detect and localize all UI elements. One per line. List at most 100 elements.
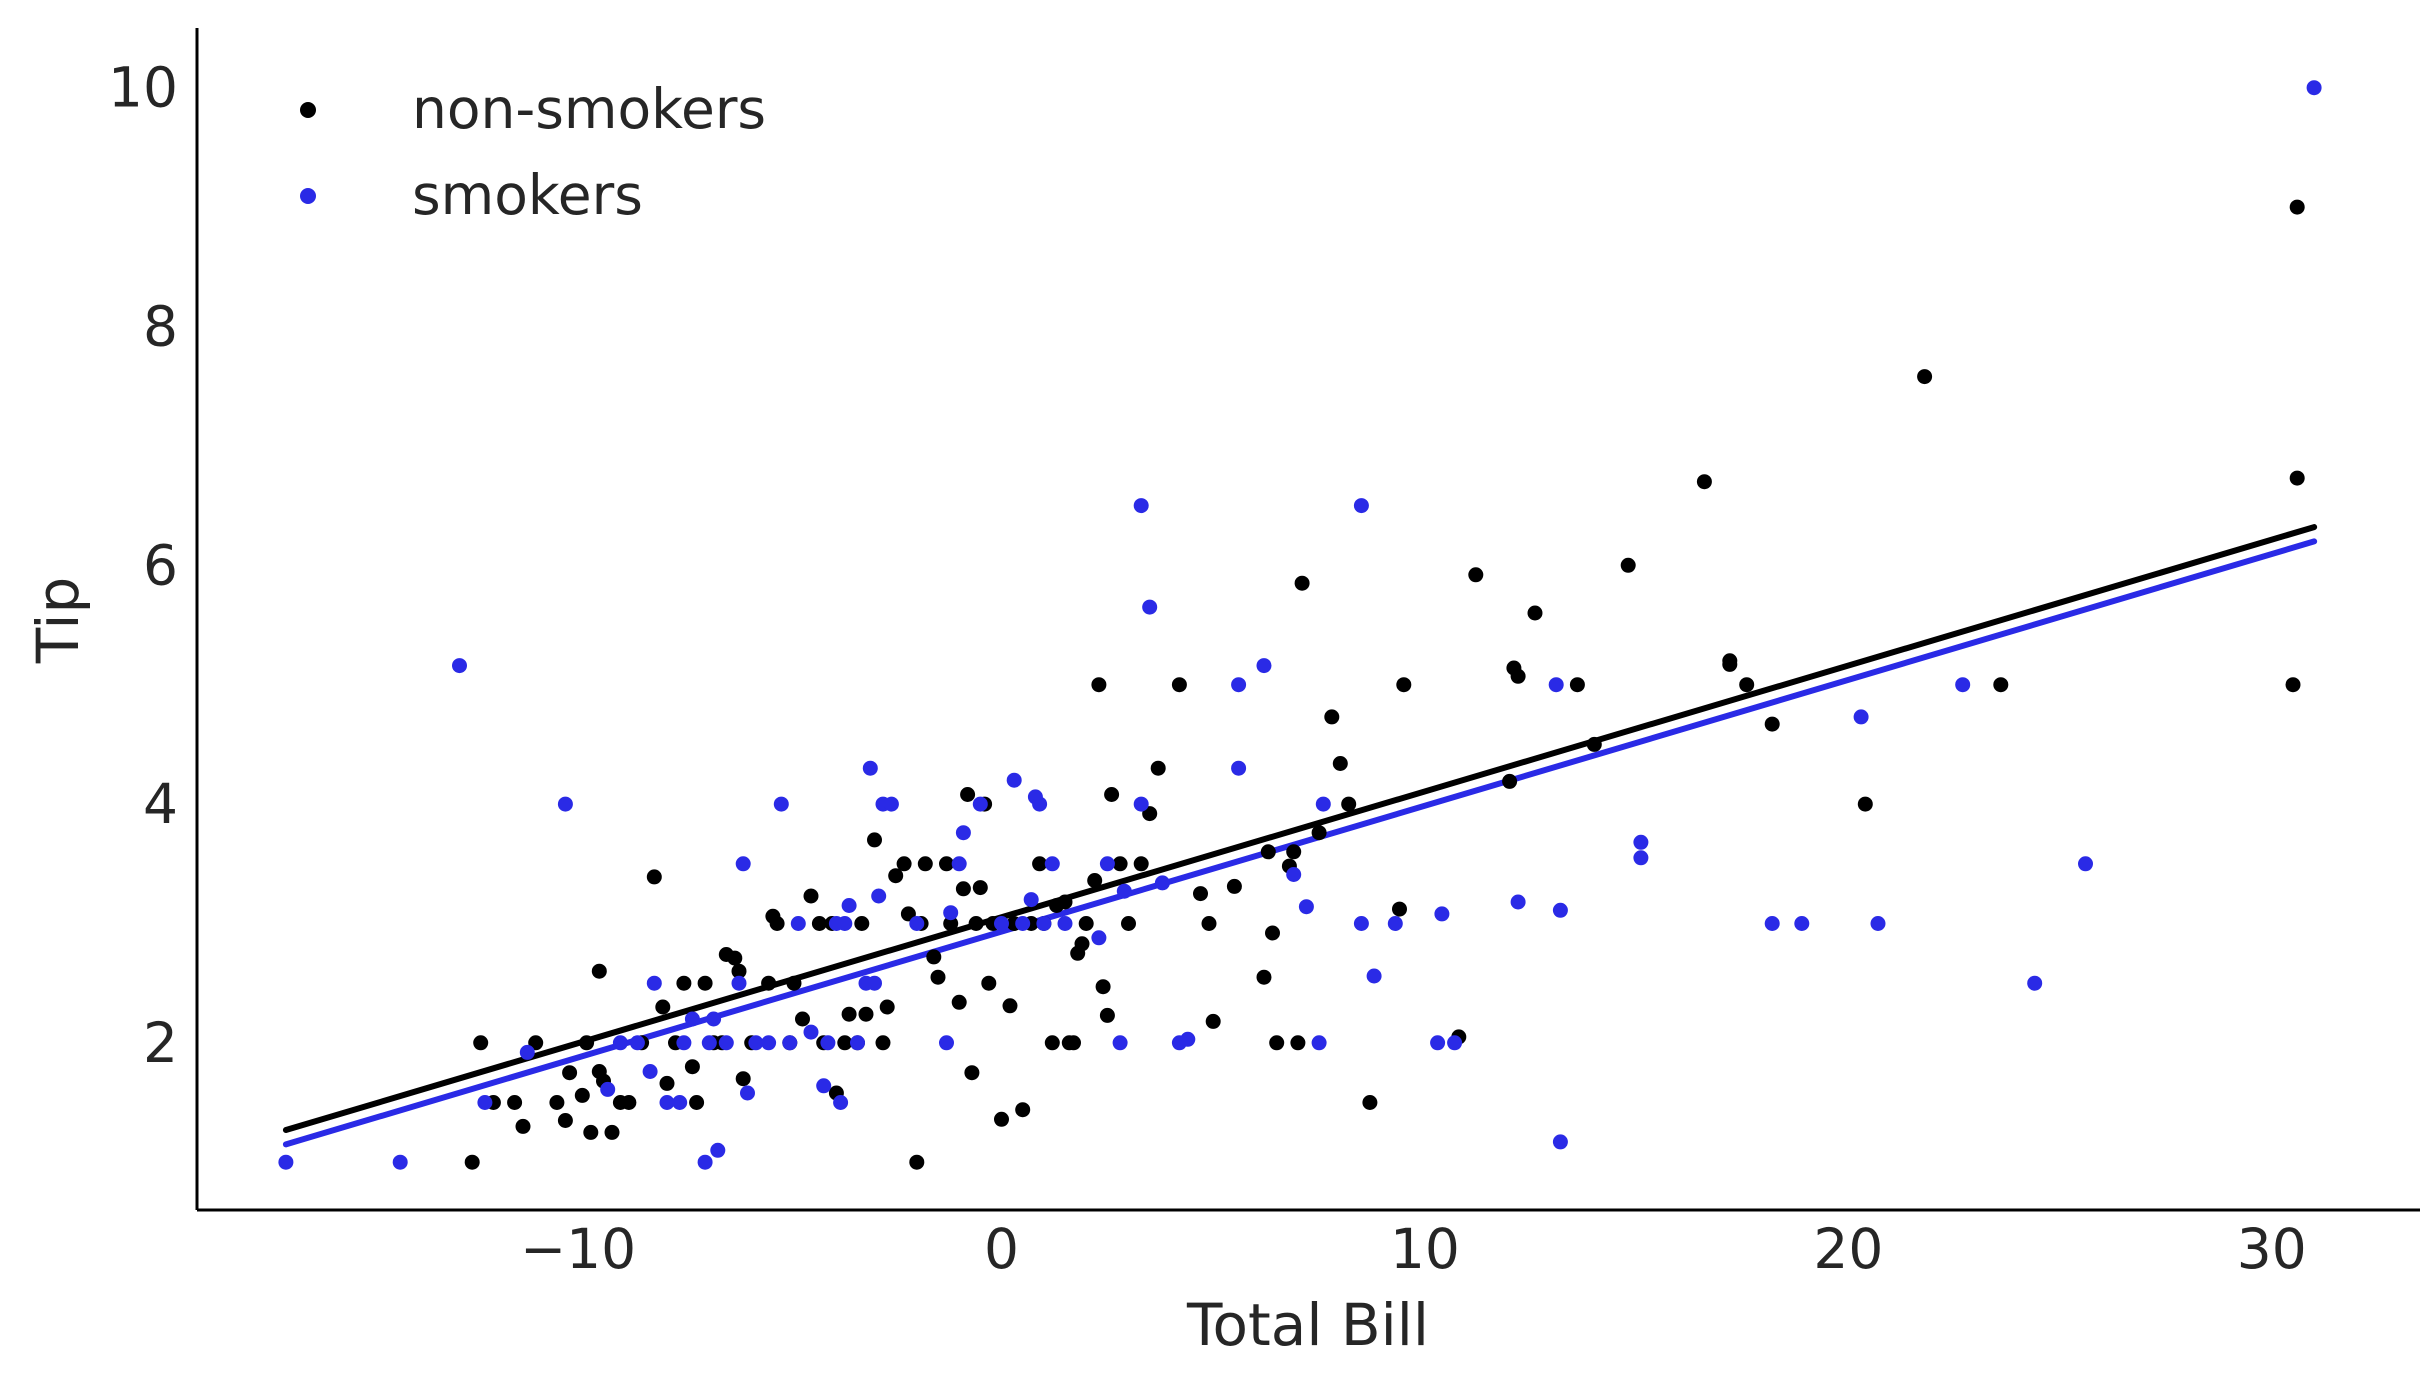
x-axis-label: Total Bill (1186, 1291, 1429, 1359)
data-point (955, 825, 971, 841)
data-point (735, 1071, 751, 1087)
data-point (740, 1085, 755, 1101)
data-point (1133, 796, 1149, 812)
data-point (1353, 498, 1369, 514)
data-point (1548, 677, 1564, 693)
data-point (1569, 677, 1585, 693)
data-point (1764, 916, 1780, 931)
data-point (803, 1024, 819, 1040)
data-point (2027, 975, 2043, 991)
data-point (951, 994, 967, 1010)
data-point (676, 1035, 692, 1051)
data-point (972, 796, 988, 812)
data-point (1993, 677, 2009, 693)
data-point (562, 1065, 578, 1081)
data-point (1586, 736, 1602, 752)
data-point (1205, 1013, 1221, 1029)
data-point (1180, 1031, 1196, 1047)
data-point (612, 1035, 628, 1051)
data-point (1095, 979, 1111, 995)
data-point (1133, 856, 1149, 872)
data-point (731, 975, 747, 991)
data-point (837, 1035, 853, 1051)
data-point (1057, 916, 1073, 931)
series-smokers (278, 80, 2322, 1170)
regression-lines (282, 524, 2318, 1148)
data-point (968, 916, 984, 931)
data-point (1154, 875, 1170, 891)
data-point (1434, 906, 1450, 922)
data-point (1006, 772, 1022, 788)
data-point (871, 888, 887, 904)
data-point (1265, 925, 1280, 941)
data-point (955, 881, 971, 897)
data-point (1193, 886, 1208, 902)
data-point (926, 949, 942, 965)
data-point (994, 1111, 1009, 1127)
data-point (600, 1081, 616, 1097)
data-point (1362, 1095, 1378, 1110)
data-point (591, 963, 607, 979)
x-tick-label: 0 (984, 1217, 1019, 1281)
data-point (1311, 1035, 1327, 1051)
data-point (1633, 834, 1649, 850)
data-point (943, 916, 959, 931)
legend-label-non-smokers: non-smokers (412, 77, 766, 141)
data-point (515, 1118, 531, 1134)
data-point (1087, 873, 1103, 888)
data-point (1286, 867, 1302, 882)
data-point (697, 975, 713, 991)
data-point (727, 950, 743, 966)
data-point (795, 1011, 810, 1027)
data-point (684, 1059, 700, 1075)
fit-line-smokers (282, 538, 2318, 1148)
data-point (960, 787, 976, 802)
data-point (2289, 199, 2305, 215)
data-point (557, 796, 573, 812)
data-point (659, 1095, 675, 1110)
data-point (867, 975, 882, 991)
data-point (1917, 369, 1933, 385)
data-point (1311, 825, 1327, 841)
data-point (939, 1035, 954, 1051)
data-point (1739, 677, 1755, 693)
data-point (820, 1035, 836, 1051)
data-point (1260, 844, 1276, 860)
data-point (1857, 796, 1873, 812)
data-point (841, 898, 857, 913)
x-tick-label: 10 (1390, 1217, 1460, 1281)
data-point (1722, 656, 1738, 672)
data-point (1290, 1035, 1306, 1051)
data-point (1015, 1102, 1031, 1118)
data-point (1044, 1035, 1060, 1051)
data-point (1502, 773, 1518, 789)
data-point (646, 869, 662, 885)
data-point (519, 1044, 535, 1060)
legend-label-smokers: smokers (412, 163, 643, 227)
data-point (748, 1035, 764, 1051)
data-point (782, 1035, 798, 1051)
data-point (1171, 677, 1187, 693)
data-point (1099, 1007, 1115, 1023)
data-point (646, 975, 662, 991)
data-point (1023, 892, 1039, 908)
data-point (930, 969, 946, 985)
data-point (1032, 796, 1048, 812)
data-point (1036, 916, 1052, 931)
y-tick-label: 6 (143, 533, 178, 597)
data-point (850, 1035, 865, 1051)
x-tick-label: 20 (1813, 1217, 1883, 1281)
data-point (1527, 605, 1543, 621)
data-point (1133, 498, 1149, 514)
data-point (718, 1035, 734, 1051)
y-tick-label: 8 (143, 294, 178, 358)
data-point (1078, 916, 1094, 931)
data-point (1764, 716, 1780, 732)
data-point (1696, 474, 1712, 490)
data-point (1074, 936, 1090, 952)
data-point (731, 963, 747, 979)
data-point (1121, 916, 1136, 931)
data-point (769, 916, 785, 931)
data-point (1870, 916, 1886, 931)
data-point (1396, 677, 1412, 693)
